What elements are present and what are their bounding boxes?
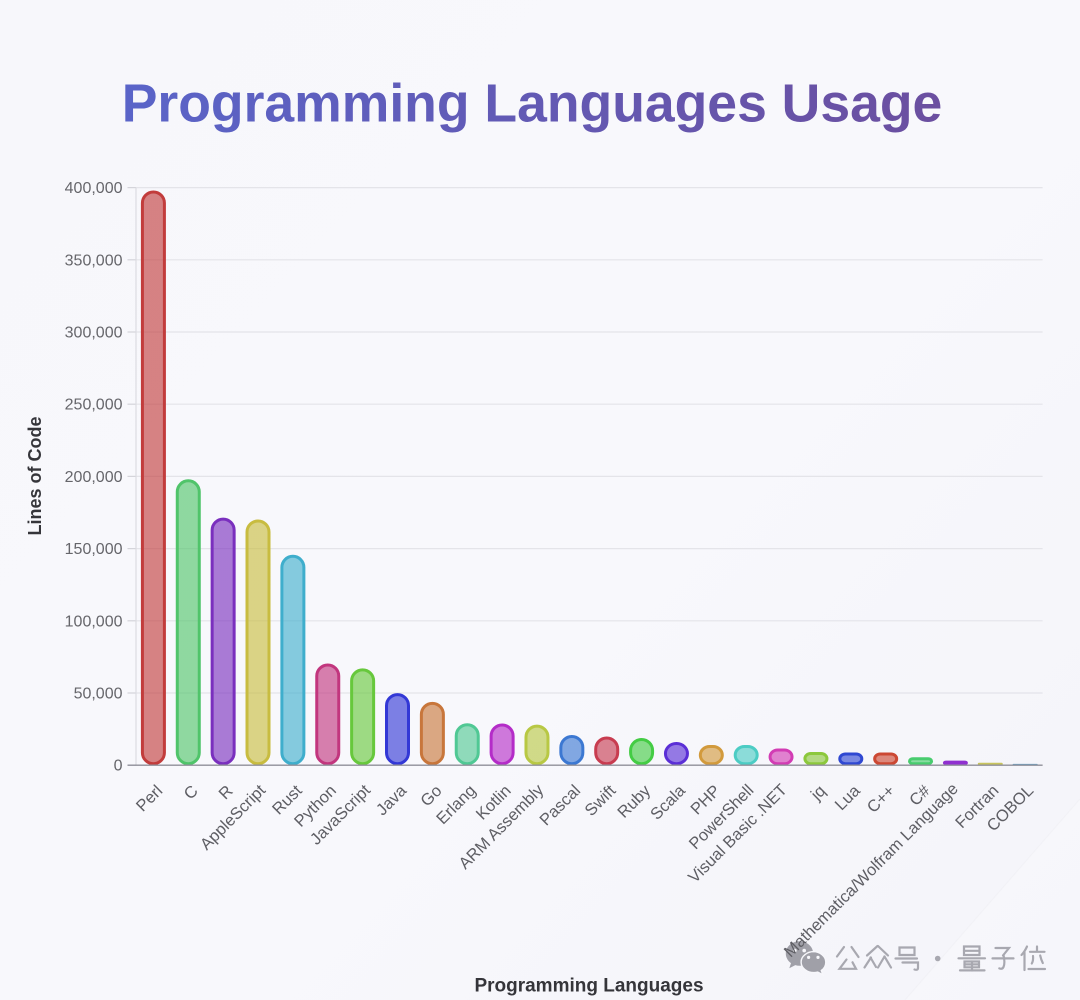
svg-text:300,000: 300,000 xyxy=(65,325,123,342)
svg-text:400,000: 400,000 xyxy=(65,180,123,197)
svg-text:250,000: 250,000 xyxy=(65,397,123,414)
svg-text:150,000: 150,000 xyxy=(65,541,123,558)
svg-text:200,000: 200,000 xyxy=(65,469,123,486)
svg-text:350,000: 350,000 xyxy=(65,252,123,269)
svg-text:0: 0 xyxy=(114,758,123,775)
svg-text:Programming Languages Usage: Programming Languages Usage xyxy=(122,75,943,134)
svg-text:Programming Languages: Programming Languages xyxy=(474,976,703,997)
svg-text:Lines of Code: Lines of Code xyxy=(25,416,45,535)
svg-text:100,000: 100,000 xyxy=(65,613,123,630)
svg-text:50,000: 50,000 xyxy=(74,686,123,703)
